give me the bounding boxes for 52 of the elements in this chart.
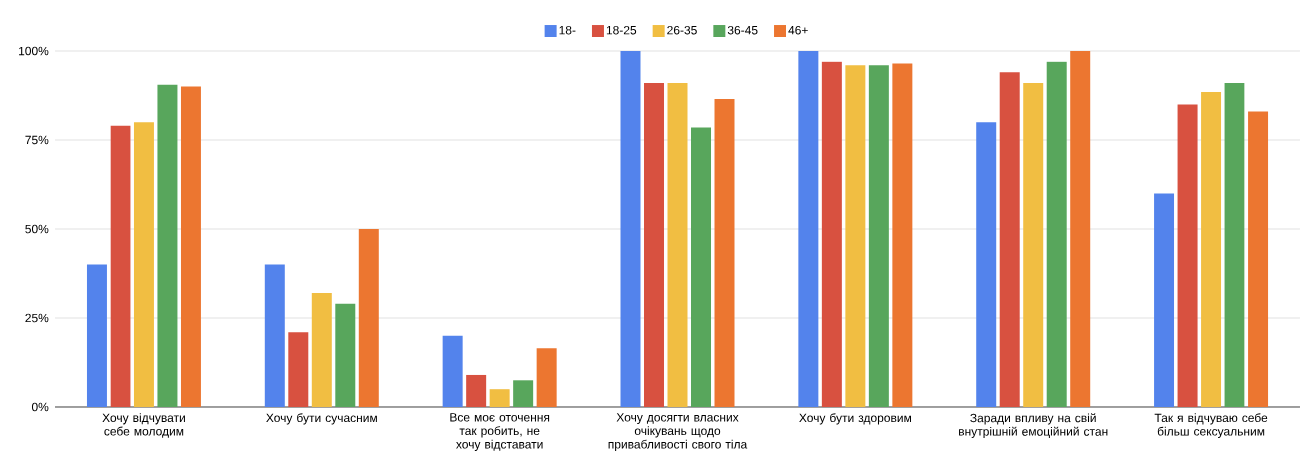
- bar: [821, 61, 842, 408]
- bar: [86, 264, 107, 408]
- bar: [845, 65, 866, 408]
- bar: [1070, 51, 1091, 408]
- y-tick-label: 25%: [25, 313, 49, 323]
- bar: [442, 335, 463, 408]
- bar: [1177, 104, 1198, 408]
- bar: [892, 63, 913, 408]
- bar: [489, 389, 510, 408]
- bar: [667, 83, 688, 408]
- legend-label: 18-25: [606, 25, 637, 35]
- bar: [1224, 83, 1245, 408]
- y-tick-label: 50%: [25, 224, 49, 234]
- bar: [868, 65, 889, 408]
- x-tick-label: Так я відчуваю себе більш сексуальним: [1154, 413, 1268, 439]
- legend-label: 36-45: [727, 25, 758, 35]
- bar: [1023, 83, 1044, 408]
- x-tick-label: Хочу бути здоровим: [799, 413, 911, 425]
- y-tick-label: 0%: [31, 402, 49, 412]
- bar: [691, 127, 712, 408]
- bar: [1201, 91, 1222, 408]
- bar: [620, 51, 641, 408]
- x-tick-label: Хочу відчувати себе молодим: [102, 413, 185, 438]
- y-tick-label: 75%: [25, 135, 49, 145]
- bar: [288, 332, 309, 408]
- x-tick-label: Хочу бути сучасним: [266, 413, 377, 425]
- bar: [110, 125, 131, 408]
- bar: [335, 303, 356, 408]
- legend-label: 26-35: [667, 25, 697, 35]
- bar: [311, 293, 332, 408]
- bar: [644, 83, 664, 408]
- x-tick-label: Все моє оточення так робить, не хочу відставати: [450, 413, 550, 451]
- bar: [157, 84, 178, 408]
- bar: [714, 99, 735, 408]
- bar: [536, 348, 557, 408]
- bar: [513, 380, 534, 408]
- bar: [1248, 111, 1269, 408]
- bar: [358, 229, 379, 408]
- legend-label: 46+: [788, 25, 808, 35]
- bar: [798, 51, 819, 408]
- bar: [180, 86, 201, 408]
- legend-label: 18-: [559, 25, 576, 35]
- x-tick-label: Заради впливу на свій внутрішній емоційний стан: [959, 413, 1108, 439]
- y-tick-label: 100%: [19, 46, 49, 56]
- bar: [976, 122, 997, 408]
- bar: [1154, 193, 1175, 408]
- bar: [466, 374, 487, 408]
- bar: [264, 264, 285, 408]
- x-tick-label: Хочу досягти власних очікувань щодо привабливості свого тіла: [608, 413, 748, 451]
- bar: [133, 122, 154, 408]
- bar: [999, 72, 1020, 408]
- bar: [1046, 61, 1067, 408]
